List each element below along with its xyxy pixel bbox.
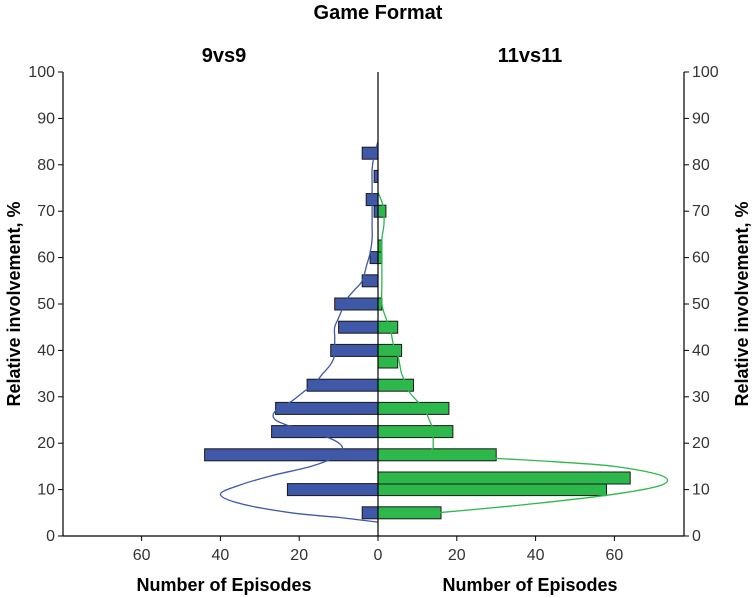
bar-11vs11-5 xyxy=(377,401,450,415)
bar-11vs11-3 xyxy=(377,448,497,462)
x-tick-label-right-1: 40 xyxy=(527,547,545,564)
x-tick-label-right-2: 60 xyxy=(606,547,624,564)
bar-9vs9-2 xyxy=(204,448,379,462)
x-axis-label-left: Number of Episodes xyxy=(136,575,311,595)
y-tick-label-left-10: 100 xyxy=(28,64,55,81)
bar-9vs9-10 xyxy=(369,251,379,265)
y-tick-label-right-2: 20 xyxy=(692,435,710,452)
x-tick-label-left-2: 20 xyxy=(290,547,308,564)
y-tick-label-right-9: 90 xyxy=(692,110,710,127)
density-curves xyxy=(219,141,669,523)
panel-title-right: 11vs11 xyxy=(498,45,563,67)
chart-title: Game Format xyxy=(314,2,443,24)
y-tick-label-left-3: 30 xyxy=(37,389,55,406)
y-tick-label-left-1: 10 xyxy=(37,482,55,499)
x-tick-label-left-1: 40 xyxy=(212,547,230,564)
y-tick-label-right-1: 10 xyxy=(692,482,710,499)
bar-9vs9-5 xyxy=(306,378,379,392)
bar-11vs11-7 xyxy=(377,355,399,369)
bar-9vs9-1 xyxy=(286,483,379,497)
y-tick-label-left-8: 80 xyxy=(37,157,55,174)
x-tick-label-left-3: 0 xyxy=(374,547,383,564)
y-tick-label-right-6: 60 xyxy=(692,250,710,267)
panel-title-left: 9vs9 xyxy=(202,45,247,67)
density-curve-9vs9 xyxy=(219,141,379,523)
y-tick-label-right-10: 100 xyxy=(692,64,719,81)
bar-9vs9-6 xyxy=(330,343,379,357)
y-tick-label-right-0: 0 xyxy=(692,528,701,545)
bar-9vs9-4 xyxy=(275,401,379,415)
bar-9vs9-9 xyxy=(361,274,379,288)
bar-9vs9-8 xyxy=(334,297,379,311)
bar-9vs9-0 xyxy=(361,506,379,520)
density-curve-11vs11 xyxy=(377,192,669,519)
y-tick-label-right-7: 70 xyxy=(692,203,710,220)
y-tick-label-left-4: 40 xyxy=(37,342,55,359)
bar-11vs11-4 xyxy=(377,425,454,439)
bar-9vs9-3 xyxy=(271,425,379,439)
y-tick-label-left-7: 70 xyxy=(37,203,55,220)
y-tick-label-left-0: 0 xyxy=(46,528,55,545)
y-axis-label-right: Relative involvement, % xyxy=(732,201,752,406)
y-tick-label-right-3: 30 xyxy=(692,389,710,406)
y-tick-label-right-5: 50 xyxy=(692,296,710,313)
y-tick-label-left-5: 50 xyxy=(37,296,55,313)
bar-11vs11-2 xyxy=(377,471,631,485)
x-tick-label-left-0: 60 xyxy=(133,547,151,564)
bar-11vs11-1 xyxy=(377,483,607,497)
y-tick-label-left-9: 90 xyxy=(37,110,55,127)
y-tick-label-left-2: 20 xyxy=(37,435,55,452)
y-tick-label-left-6: 60 xyxy=(37,250,55,267)
bar-9vs9-7 xyxy=(338,320,379,334)
x-axis-label-right: Number of Episodes xyxy=(442,575,617,595)
y-axis-label-left: Relative involvement, % xyxy=(4,201,24,406)
y-tick-label-right-8: 80 xyxy=(692,157,710,174)
y-tick-label-right-4: 40 xyxy=(692,342,710,359)
x-tick-label-right-0: 20 xyxy=(448,547,466,564)
tick-labels: 0 0 10 10 20 20 30 30 40 40 50 50 60 60 70 70 80 80 90 90 10… xyxy=(28,64,719,564)
